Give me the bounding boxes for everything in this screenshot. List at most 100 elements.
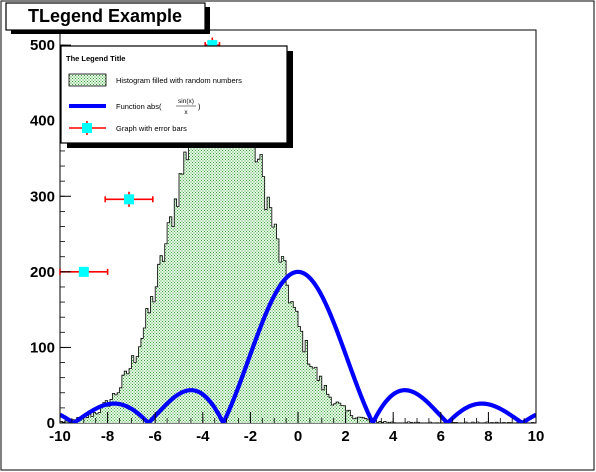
histogram-bar <box>238 89 241 423</box>
histogram-bar <box>281 256 284 423</box>
function-line <box>60 269 536 423</box>
histogram-bar <box>131 355 134 423</box>
histogram-bar <box>150 296 153 423</box>
histogram-bar <box>195 94 199 423</box>
histogram-bar <box>276 238 279 423</box>
x-tick-label: 2 <box>341 428 349 445</box>
histogram-bar <box>152 301 156 423</box>
histogram-bar <box>476 421 479 423</box>
histogram-bar <box>464 422 467 423</box>
histogram-bar <box>245 106 249 423</box>
histogram-bar <box>290 301 294 423</box>
histogram-bar <box>331 405 334 423</box>
y-tick-label: 500 <box>30 37 55 54</box>
histogram-bar <box>486 421 489 423</box>
histogram-bar <box>314 367 318 423</box>
graph-marker <box>207 40 218 51</box>
histogram-bar <box>231 71 234 423</box>
histogram-bar <box>159 255 163 423</box>
histogram-bar <box>428 422 432 423</box>
y-tick-label: 300 <box>30 188 55 205</box>
histogram-bar <box>255 161 258 423</box>
histogram-bar <box>340 405 344 423</box>
histogram-bar <box>179 173 182 423</box>
histogram-bar <box>324 385 327 423</box>
histogram-bar <box>364 418 368 423</box>
histogram-bar <box>224 69 227 423</box>
histogram-bar <box>407 421 410 423</box>
title-box: TLegend Example <box>5 2 210 34</box>
function-layer <box>60 269 536 423</box>
x-tick-label: -6 <box>149 428 162 445</box>
histogram-bar <box>90 416 94 423</box>
histogram-bar <box>383 421 387 423</box>
histogram-bar <box>198 108 201 423</box>
histogram-bar <box>207 73 210 423</box>
histogram-bar <box>181 174 184 423</box>
legend-histogram-label: Histogram filled with random numbers <box>116 76 242 85</box>
histogram-bar <box>471 422 475 423</box>
histogram-bar <box>390 422 394 423</box>
histogram-bar <box>300 331 303 423</box>
histogram-bar <box>107 406 110 423</box>
legend-function-numerator: sin(x) <box>178 98 194 105</box>
histogram-bar <box>226 68 229 423</box>
legend-function-denominator: x <box>184 109 188 116</box>
histogram-bar <box>155 286 158 423</box>
histogram-bar <box>105 400 108 423</box>
x-tick-label: -8 <box>101 428 114 445</box>
histogram-bar <box>205 102 208 423</box>
histogram-bar <box>362 417 365 423</box>
histogram-bar <box>240 100 244 423</box>
histogram-bar <box>336 402 339 423</box>
histogram-bar <box>274 224 277 423</box>
histogram-bar <box>100 405 103 423</box>
histogram-bar <box>248 130 251 423</box>
histogram-bar <box>114 394 118 423</box>
graph-marker <box>124 194 135 205</box>
histogram-bar <box>326 394 329 423</box>
graph-marker <box>78 266 89 277</box>
histogram-bar <box>221 53 225 423</box>
histogram-bar <box>338 403 341 423</box>
histogram-bar <box>214 80 218 423</box>
histogram-bar <box>171 226 175 423</box>
histogram-bar <box>283 260 287 423</box>
histogram-bar <box>164 243 168 423</box>
legend-function-label: Function abs( <box>116 102 162 111</box>
histogram-bar <box>188 144 191 423</box>
histogram-bar <box>143 328 146 423</box>
histogram-bar <box>271 227 275 423</box>
histogram-bar <box>124 371 127 423</box>
histogram-bar <box>117 392 120 423</box>
legend-histogram-swatch <box>68 73 107 87</box>
histogram-bar <box>167 222 170 423</box>
y-tick-label: 400 <box>30 113 55 130</box>
histogram-bar <box>162 261 165 423</box>
histogram-bar <box>257 159 260 423</box>
x-tick-label: 0 <box>294 428 302 445</box>
legend-title: The Legend Title <box>66 54 125 63</box>
histogram-bar <box>309 366 313 423</box>
histogram-bar <box>233 71 237 423</box>
histogram-bar <box>333 403 337 423</box>
histogram-bar <box>262 176 265 423</box>
histogram-bar <box>357 417 360 423</box>
histogram-bar <box>176 206 179 423</box>
x-tick-label: -10 <box>49 428 71 445</box>
title-frame <box>5 2 206 31</box>
y-tick-label: 100 <box>30 339 55 356</box>
histogram-bar <box>98 412 101 423</box>
histogram-bar <box>186 159 189 423</box>
histogram-bar <box>148 312 151 423</box>
histogram-bar <box>378 421 382 423</box>
histogram-bar <box>136 356 139 423</box>
histogram-bar <box>174 198 177 423</box>
legend: The Legend Title Histogram filled with r… <box>60 45 293 148</box>
histogram-bar <box>169 216 172 423</box>
histogram-bar <box>278 262 282 423</box>
histogram-bar <box>190 134 194 423</box>
